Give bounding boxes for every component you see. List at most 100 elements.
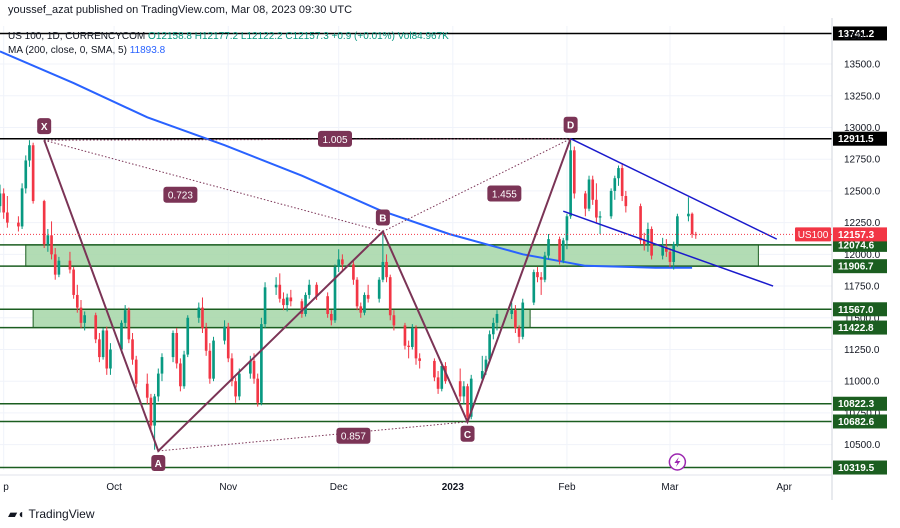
candle: [260, 317, 263, 406]
candle-body: [341, 259, 344, 265]
level-price-badge: [833, 396, 887, 411]
symbol-info: US 100, 1D, CURRENCYCOM: [8, 31, 146, 42]
candle-body: [381, 261, 385, 280]
candle-body: [510, 310, 514, 314]
candle: [337, 249, 341, 273]
y-tick-label: 13000.0: [844, 123, 881, 134]
candle: [514, 305, 517, 333]
candle-body: [120, 322, 123, 350]
candle-body: [359, 306, 363, 313]
harmonic-ratio-line: [44, 139, 383, 232]
candle: [584, 190, 587, 217]
candle-body: [204, 327, 208, 351]
ratio-badge: [487, 185, 522, 202]
candle-body: [355, 279, 359, 307]
demand-zone: [25, 244, 759, 267]
last-price-symbol-badge: [795, 227, 831, 242]
candle-body: [407, 345, 410, 347]
candle: [234, 377, 237, 403]
candle-body: [131, 339, 134, 360]
candle-body: [639, 206, 642, 241]
ratio-badge: [163, 186, 198, 203]
candle-body: [175, 332, 179, 364]
level-price-label: 12074.6: [838, 240, 875, 251]
ratio-label: 0.723: [168, 191, 193, 202]
candle: [134, 355, 138, 388]
candle: [458, 368, 462, 402]
candle: [690, 212, 694, 238]
candle-body: [330, 313, 333, 321]
candle: [249, 355, 252, 379]
candle: [208, 343, 212, 384]
candle: [639, 203, 642, 245]
y-tick-label: 12500.0: [844, 186, 881, 197]
y-tick-label: 13500.0: [844, 60, 881, 71]
candle: [536, 267, 539, 283]
ratio-label: 0.857: [341, 432, 366, 443]
candle-body: [171, 332, 175, 358]
candle-body: [212, 340, 215, 379]
candle: [24, 155, 28, 194]
published-note: youssef_azat published on TradingView.co…: [8, 4, 353, 16]
candle: [355, 277, 359, 311]
candle: [20, 183, 24, 229]
candle-body: [101, 330, 105, 358]
candle-body: [595, 199, 598, 218]
candle: [160, 353, 164, 382]
candle-body: [160, 357, 164, 374]
candle-body: [109, 349, 112, 369]
currency-label[interactable]: USD: [843, 31, 865, 42]
level-price-badge: [833, 320, 887, 335]
candle: [42, 199, 46, 248]
candle-body: [31, 145, 35, 202]
candle-body: [0, 193, 2, 207]
pattern-point-marker: [375, 209, 390, 226]
last-price-badge: [833, 227, 887, 242]
candle-body: [466, 386, 469, 417]
pattern-point-label-a: A: [155, 459, 162, 470]
candle: [587, 175, 591, 212]
candle-body: [385, 261, 388, 278]
candle-body: [17, 222, 20, 227]
candle-body: [403, 325, 407, 346]
candle: [672, 241, 676, 270]
candle-body: [46, 235, 50, 245]
candle: [617, 165, 620, 186]
candle-body: [440, 365, 444, 389]
candle: [591, 175, 595, 205]
candle-body: [687, 213, 690, 217]
candle-body: [337, 259, 341, 268]
candle-body: [418, 358, 422, 361]
candle-body: [234, 381, 237, 397]
candle: [414, 325, 418, 365]
candle-body: [363, 294, 366, 313]
candle: [488, 330, 491, 363]
candle-body: [153, 396, 156, 426]
candle: [613, 175, 617, 200]
ratio-label: 1.455: [492, 189, 517, 200]
candle: [341, 254, 344, 273]
candle-body: [646, 228, 650, 245]
candle-body: [617, 168, 620, 179]
candle: [17, 216, 20, 232]
candle-body: [642, 240, 646, 245]
candle-body: [94, 315, 98, 340]
pattern-point-marker: [460, 425, 475, 442]
candle-body: [458, 381, 462, 397]
y-tick-label: 12250.0: [844, 218, 881, 229]
harmonic-ratio-line: [158, 421, 468, 452]
pattern-point-label-d: D: [567, 121, 574, 132]
level-price-badge: [833, 460, 887, 475]
candle: [105, 326, 109, 375]
candle: [57, 256, 61, 278]
pattern-point-marker: [37, 118, 52, 135]
candle-body: [569, 150, 572, 217]
candle-body: [491, 322, 495, 335]
candle: [495, 310, 499, 331]
candle: [131, 332, 134, 365]
candle: [171, 330, 175, 363]
candle: [123, 305, 127, 328]
tradingview-footer[interactable]: ▰◖ TradingView: [8, 507, 95, 521]
